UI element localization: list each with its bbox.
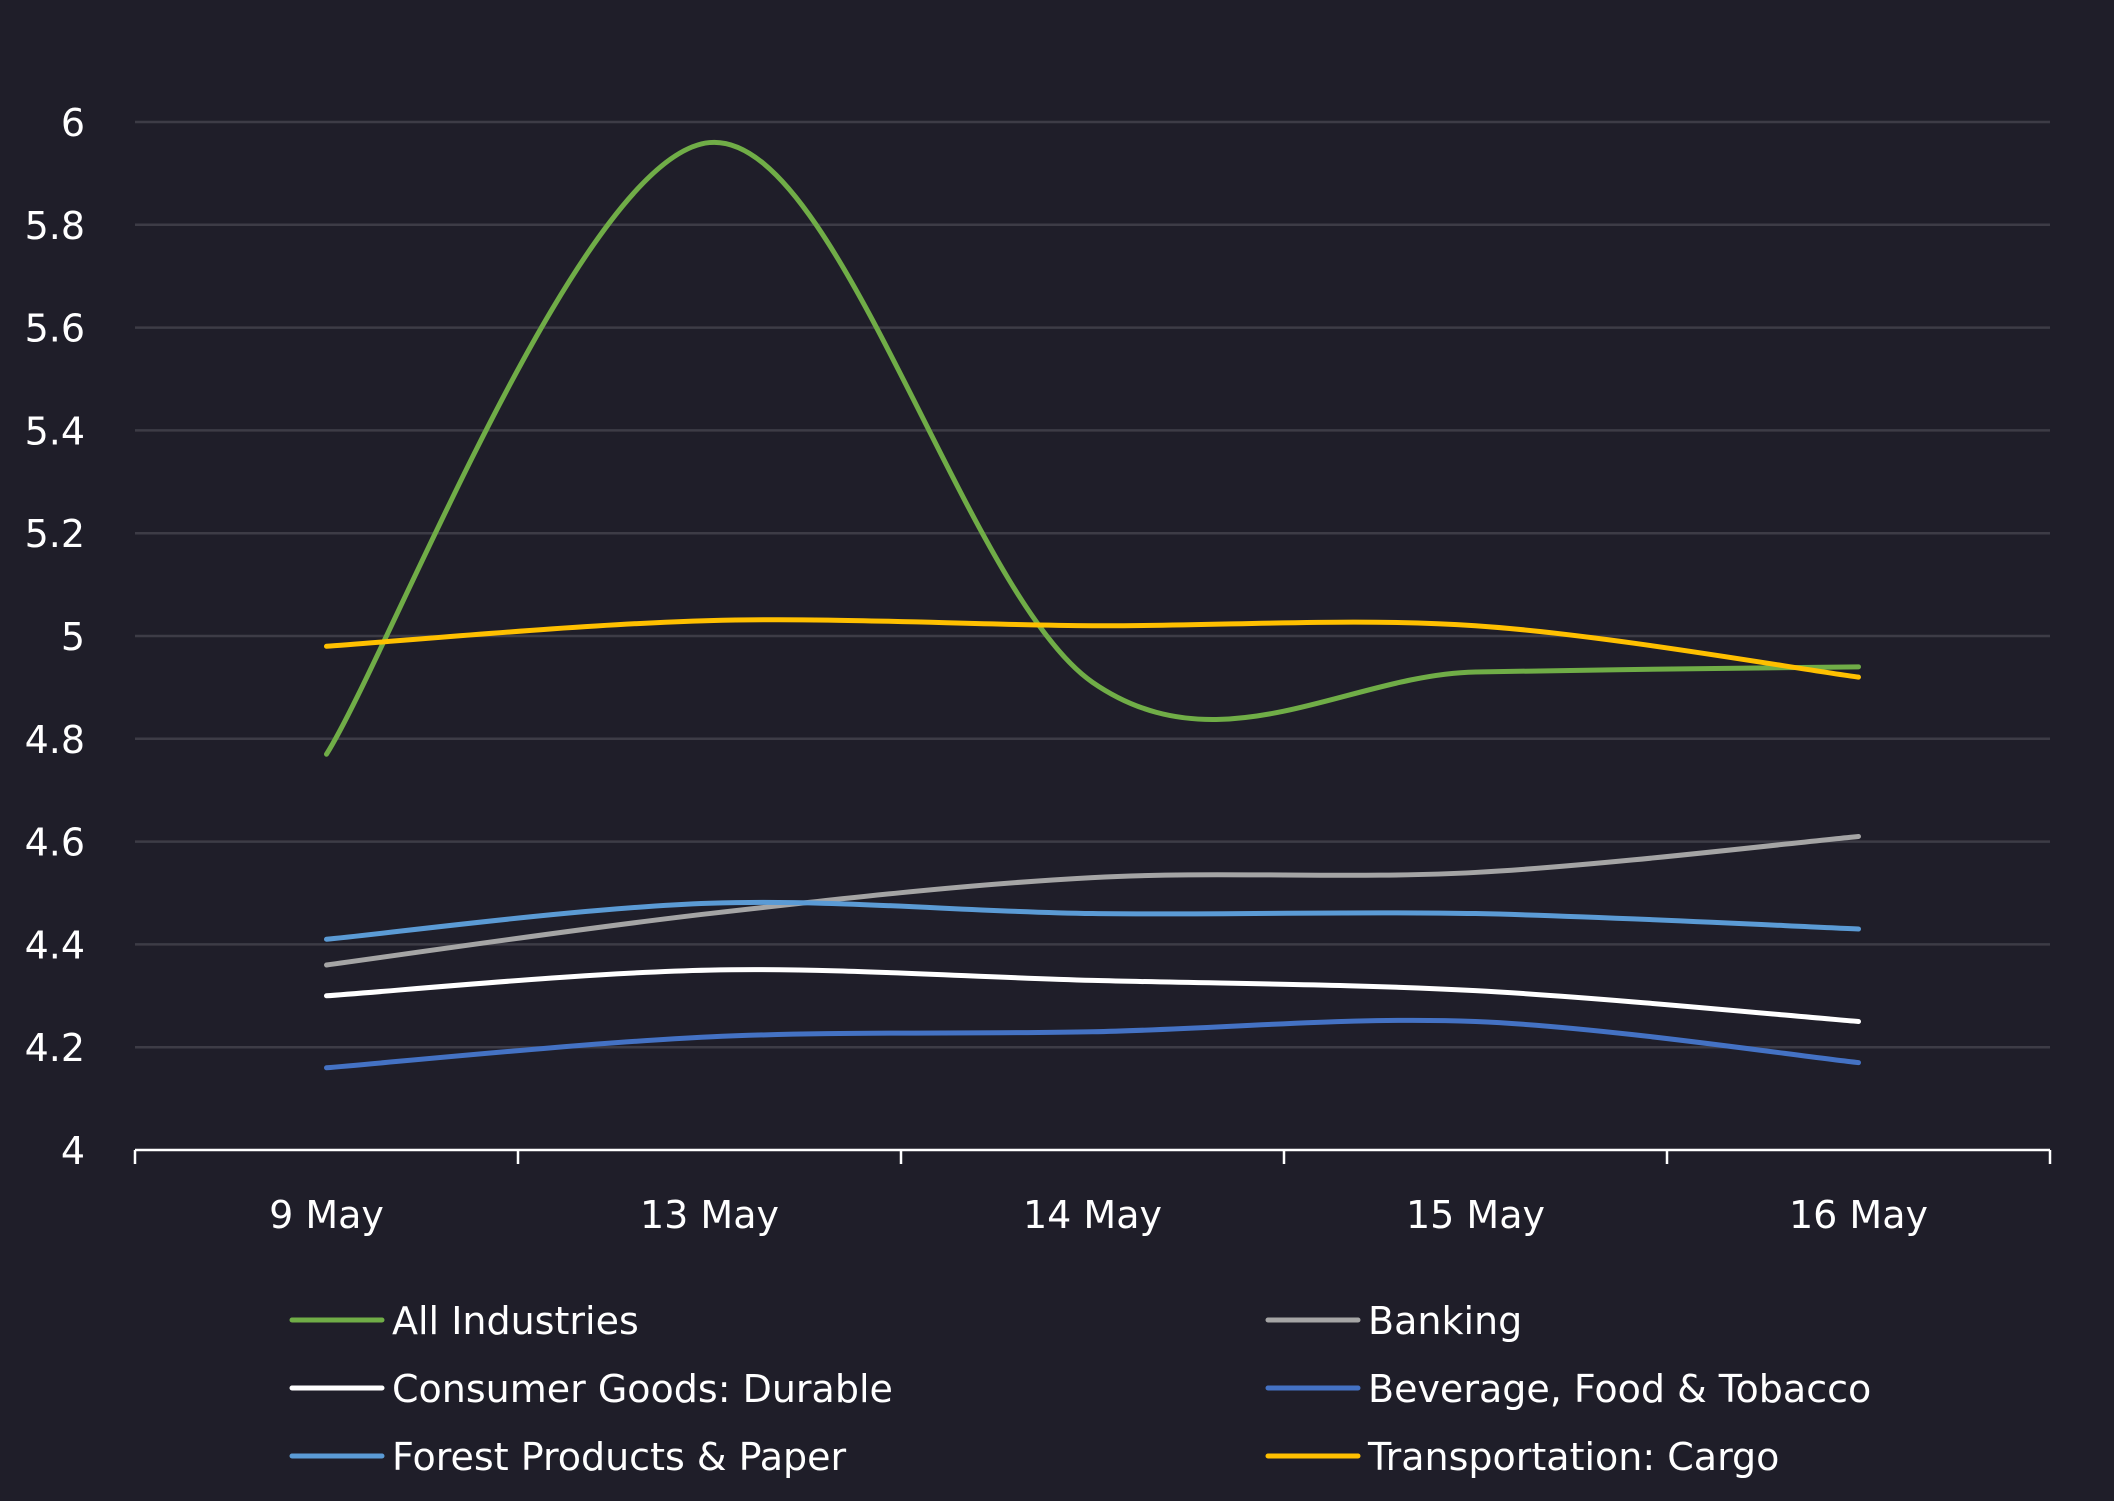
series-line [324,1017,1861,1071]
legend-item: Banking [1265,1299,1522,1343]
y-tick-label: 4.4 [25,923,85,967]
series-lines [324,140,1861,1071]
legend-label: Forest Products & Paper [392,1435,847,1479]
legend-item: Forest Products & Paper [289,1435,847,1479]
series-line [324,899,1861,942]
legend-item: Beverage, Food & Tobacco [1265,1367,1871,1411]
y-tick-label: 5.8 [25,204,85,248]
y-tick-label: 5 [61,615,85,659]
legend-label: Banking [1368,1299,1522,1343]
legend-label: Beverage, Food & Tobacco [1368,1367,1871,1411]
y-axis-tick-labels: 4 4.2 4.4 4.6 4.8 5 5.2 5.4 5.6 5.8 6 [25,101,85,1173]
x-tick-label: 15 May [1406,1193,1545,1237]
legend-label: All Industries [392,1299,639,1343]
x-tick-label: 14 May [1023,1193,1162,1237]
grid-lines [135,120,2050,1049]
y-tick-label: 4.8 [25,718,85,762]
legend-item: All Industries [289,1299,639,1343]
series-line [324,833,1861,968]
series-line [324,967,1861,1024]
x-tick-label: 9 May [269,1193,384,1237]
x-tick-label: 16 May [1789,1193,1928,1237]
y-tick-label: 4.6 [25,821,85,865]
legend-item: Transportation: Cargo [1265,1435,1779,1479]
y-tick-label: 5.4 [25,409,85,453]
series-line [324,617,1861,680]
series-line [324,140,1861,757]
y-tick-label: 5.2 [25,512,85,556]
y-tick-label: 6 [61,101,85,145]
y-tick-label: 4 [61,1129,85,1173]
legend-label: Consumer Goods: Durable [392,1367,893,1411]
x-axis: 9 May 13 May 14 May 15 May 16 May [133,1148,2052,1237]
legend: All Industries Banking Consumer Goods: Dur… [289,1299,1871,1479]
legend-item: Consumer Goods: Durable [289,1367,893,1411]
legend-label: Transportation: Cargo [1367,1435,1779,1479]
y-tick-label: 5.6 [25,307,85,351]
x-tick-label: 13 May [640,1193,779,1237]
y-tick-label: 4.2 [25,1026,85,1070]
